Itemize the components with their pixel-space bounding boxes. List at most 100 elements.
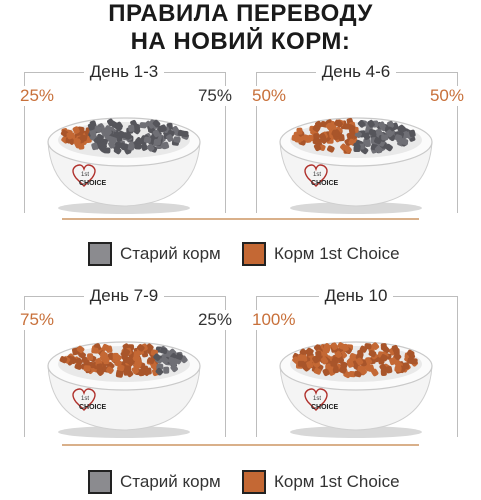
new-food-kibble <box>106 366 114 374</box>
new-food-swatch <box>242 242 266 266</box>
old-food-kibble <box>357 120 366 128</box>
new-food-kibble <box>319 136 328 144</box>
new-food-kibble <box>147 357 155 365</box>
old-food-kibble <box>107 118 115 127</box>
new-food-kibble <box>340 361 348 369</box>
new-food-kibble <box>146 343 154 351</box>
old-food-kibble <box>128 124 135 132</box>
new-food-kibble <box>410 358 418 365</box>
bowl-shadow <box>290 426 422 438</box>
old-food-kibble <box>109 136 118 144</box>
new-food-kibble <box>338 366 347 374</box>
new-food-kibble <box>338 134 345 142</box>
old-food-kibble <box>378 121 386 130</box>
old-food-kibble <box>400 138 409 146</box>
legend-top: Старий корм Корм 1st Choice <box>0 240 481 270</box>
logo-text-choice: CHOICE <box>79 404 107 411</box>
new-food-kibble <box>59 356 68 364</box>
bowl-shadow <box>290 202 422 214</box>
old-food-kibble <box>387 120 394 129</box>
brand-logo: 1st CHOICE <box>304 164 339 187</box>
old-food-kibble <box>103 147 111 154</box>
new-food-kibble <box>389 357 397 366</box>
old-food-kibble <box>99 141 107 150</box>
old-food-kibble <box>381 134 389 141</box>
new-food-kibble <box>117 364 125 372</box>
food-bowl: 1st CHOICE <box>47 341 201 438</box>
old-food-kibble <box>385 129 394 138</box>
old-food-kibble <box>166 134 174 142</box>
old-food-kibble <box>159 124 167 132</box>
old-food-kibble <box>139 122 147 129</box>
brand-logo: 1st CHOICE <box>72 388 107 411</box>
day-label: День 10 <box>318 286 394 305</box>
new-food-kibble <box>368 350 377 358</box>
new-food-kibble <box>327 145 335 153</box>
old-food-kibble <box>152 119 161 128</box>
new-food-kibble <box>296 127 303 135</box>
new-food-kibble <box>355 353 364 361</box>
old-food-kibble <box>127 143 135 151</box>
new-food-kibble <box>72 126 80 134</box>
new-food-kibble <box>96 363 103 371</box>
brand-logo: 1st CHOICE <box>304 388 339 411</box>
food-bowl: 1st CHOICE <box>279 117 433 214</box>
old-food-kibble <box>385 143 393 152</box>
old-food-kibble <box>89 129 97 137</box>
logo-text-1st: 1st <box>81 396 89 402</box>
new-food-kibble <box>91 347 99 354</box>
old-food-kibble <box>91 142 99 151</box>
old-food-kibble <box>368 128 377 136</box>
old-food-kibble <box>153 138 161 146</box>
old-food-kibble <box>181 130 189 138</box>
new-food-kibble <box>306 360 314 369</box>
new-food-kibble <box>391 344 399 353</box>
new-food-legend-label: Корм 1st Choice <box>274 244 400 263</box>
new-food-kibble <box>79 134 88 142</box>
new-food-kibble <box>393 352 402 361</box>
new-food-percent: 75% <box>18 310 57 330</box>
old-food-kibble <box>161 356 169 365</box>
new-food-kibble <box>385 366 393 374</box>
old-food-legend-label: Старий корм <box>120 472 221 491</box>
new-food-kibble <box>294 136 302 143</box>
old-food-kibble <box>153 353 161 361</box>
logo-text-choice: CHOICE <box>79 180 107 187</box>
new-food-kibble <box>394 360 402 368</box>
old-food-percent: 25% <box>195 310 234 330</box>
old-food-kibble <box>363 132 371 140</box>
new-food-kibble <box>354 370 362 378</box>
old-food-percent: 50% <box>427 86 466 106</box>
new-food-kibble <box>305 348 313 357</box>
old-food-kibble <box>168 357 176 364</box>
new-food-kibble <box>347 360 354 368</box>
old-food-kibble <box>394 134 403 142</box>
old-food-kibble <box>94 125 102 133</box>
new-food-kibble <box>344 145 352 154</box>
new-food-kibble <box>371 342 380 350</box>
new-food-kibble <box>330 360 338 367</box>
new-food-kibble <box>343 123 351 130</box>
old-food-kibble <box>367 119 375 128</box>
old-food-kibble <box>162 141 170 150</box>
new-food-kibble <box>380 368 387 376</box>
new-food-kibble <box>87 353 94 361</box>
new-food-kibble <box>132 354 141 363</box>
old-food-kibble <box>146 143 155 152</box>
old-food-kibble <box>124 132 133 140</box>
new-food-kibble <box>83 365 91 372</box>
new-food-kibble <box>348 370 356 378</box>
old-food-kibble <box>163 366 170 374</box>
old-food-kibble <box>353 141 361 150</box>
old-food-kibble <box>155 367 164 376</box>
logo-text-choice: CHOICE <box>311 404 339 411</box>
new-food-percent: 100% <box>250 310 298 330</box>
new-food-kibble <box>122 366 131 374</box>
old-food-kibble <box>170 364 178 373</box>
transition-panel-day-4-6: День 4-6 50% 50% 1st CHOICE <box>244 58 468 218</box>
old-food-swatch <box>88 470 112 494</box>
new-food-kibble <box>406 349 415 357</box>
bowl-shadow <box>58 426 190 438</box>
old-food-kibble <box>114 123 123 132</box>
old-food-kibble <box>135 137 143 145</box>
